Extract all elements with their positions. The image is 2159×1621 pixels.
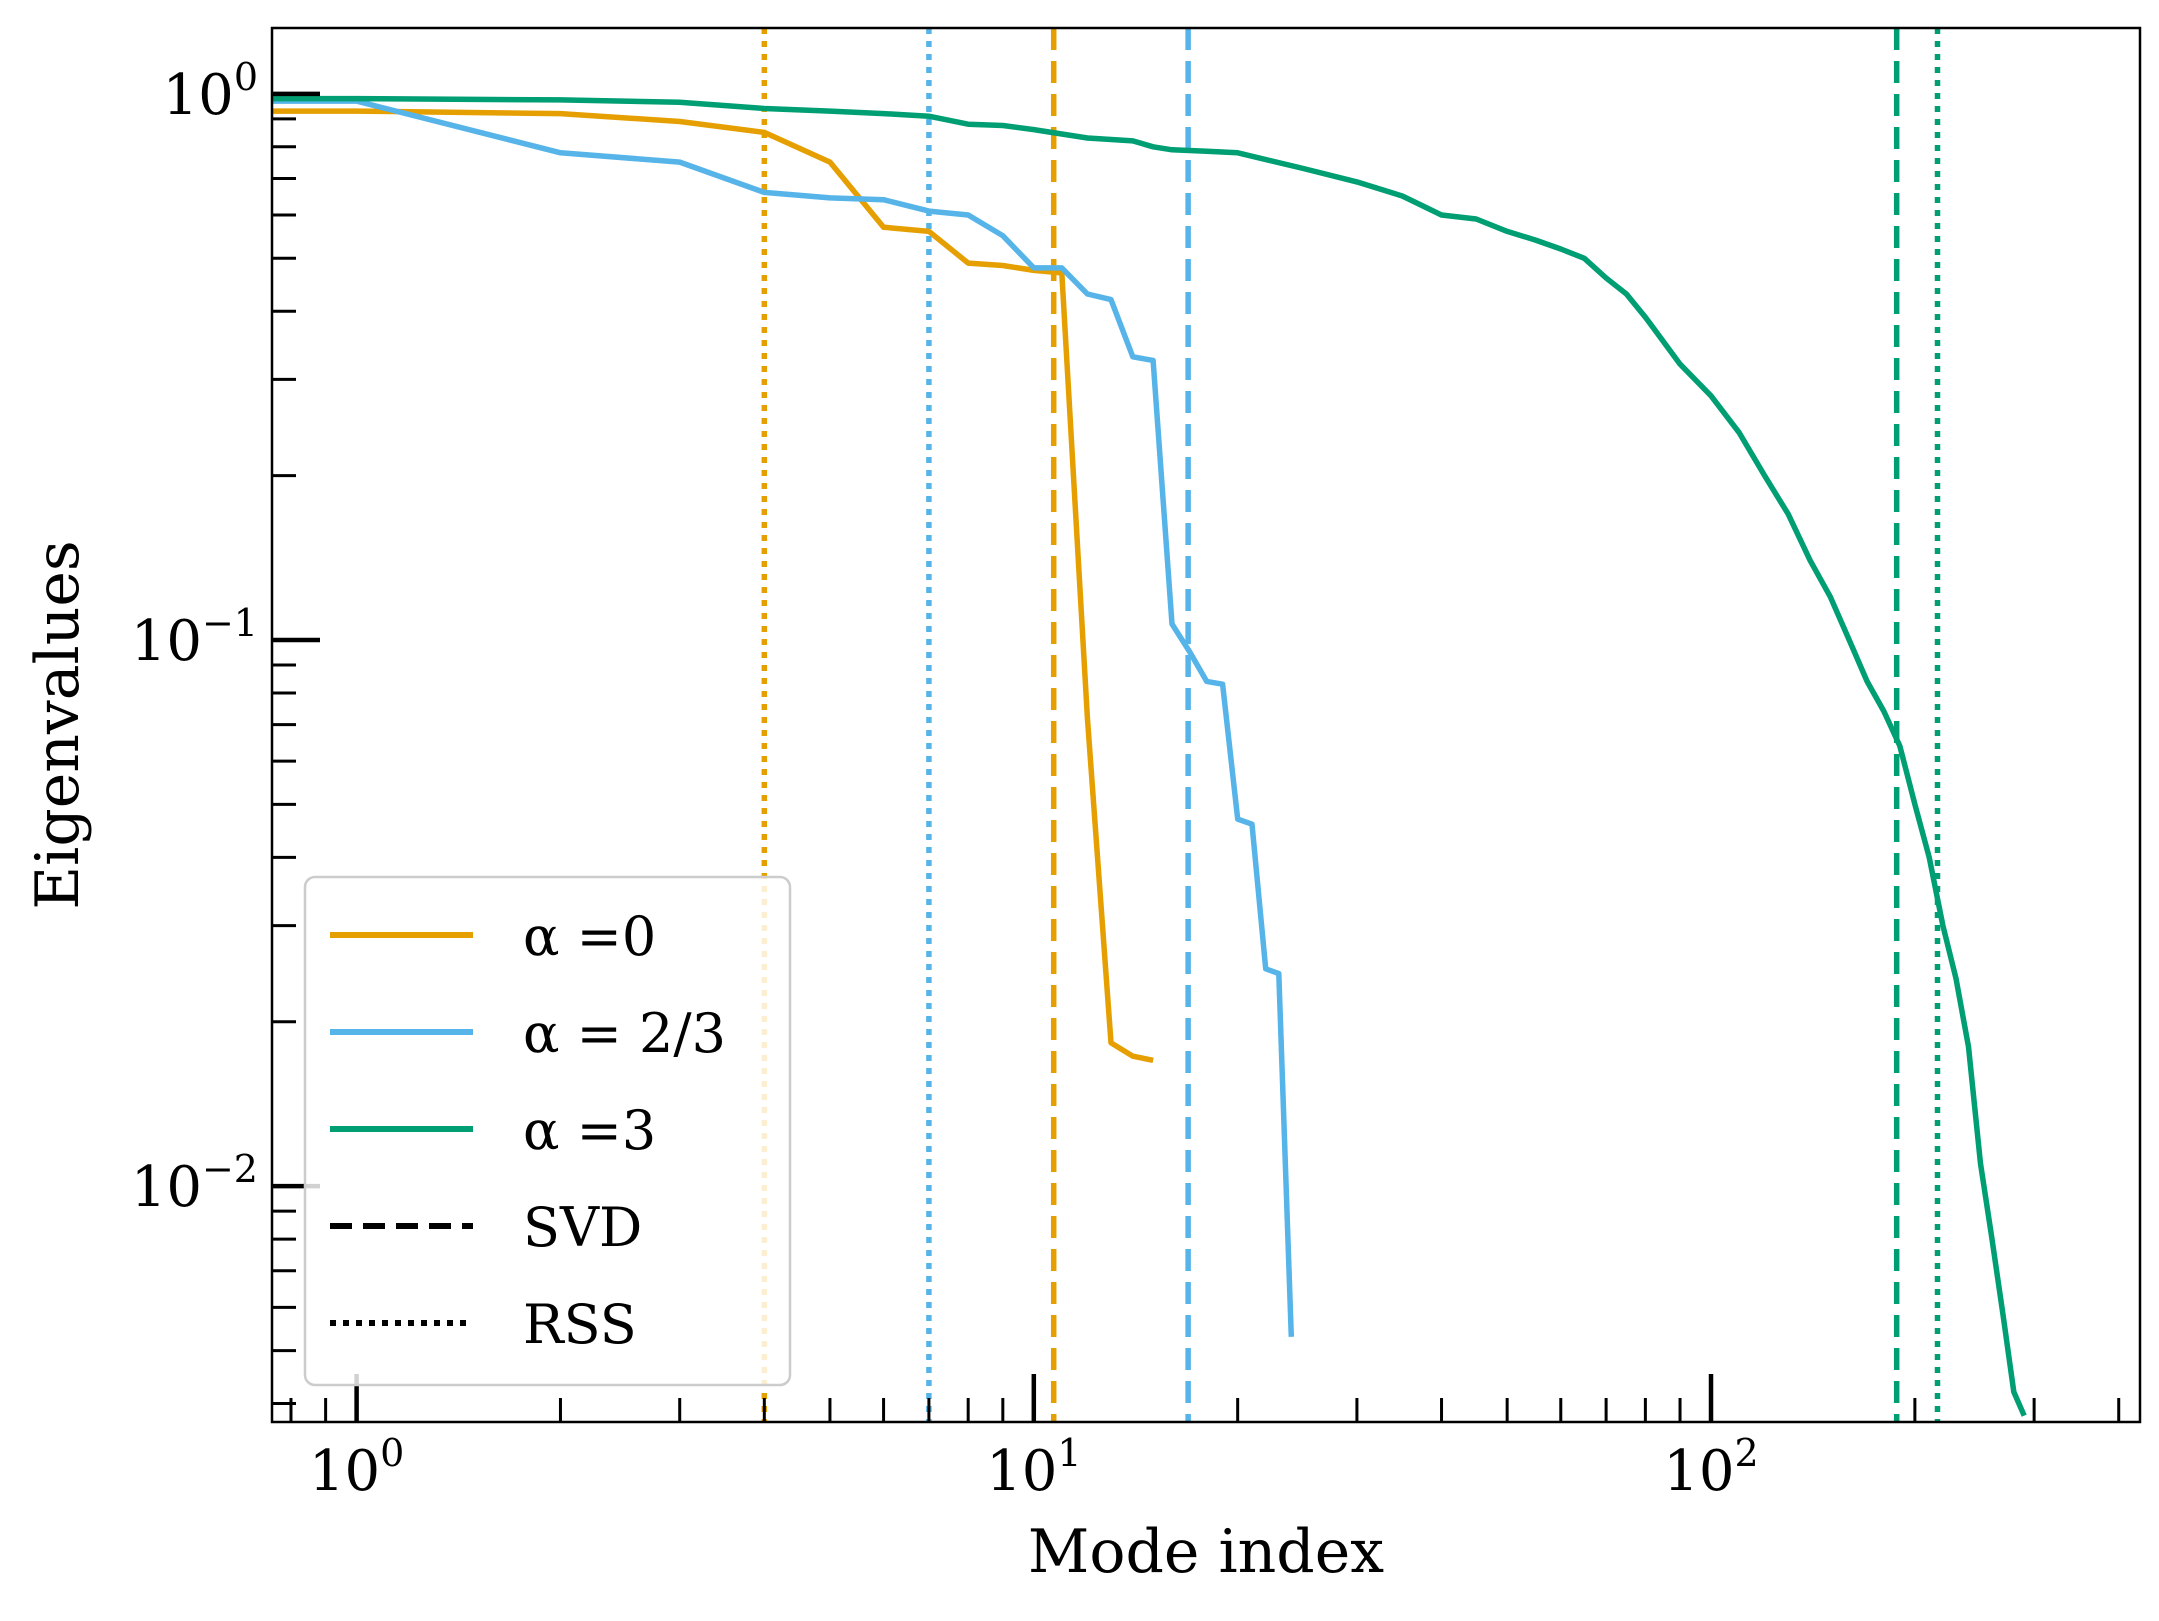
- legend-label-2: α =3: [523, 1099, 656, 1162]
- x-tick-label: 100: [309, 1431, 404, 1504]
- legend-label-0: α =0: [523, 905, 656, 968]
- legend-box: [303, 875, 792, 1387]
- y-tick-label: 10−1: [131, 601, 258, 674]
- x-tick-label: 101: [986, 1431, 1081, 1504]
- legend-label-3: SVD: [523, 1196, 642, 1259]
- legend-label-1: α = 2/3: [523, 1002, 726, 1065]
- legend: α =0 α = 2/3 α =3 SVD RSS: [303, 875, 792, 1387]
- y-tick-label: 100: [163, 55, 258, 128]
- series-line-0: [272, 108, 1154, 1063]
- x-tick-label: 102: [1663, 1431, 1758, 1504]
- tick-labels: 100 101 102 100 10−1 10−2: [131, 55, 1759, 1504]
- y-tick-label: 10−2: [131, 1147, 258, 1220]
- series-line-2: [272, 95, 2027, 1417]
- legend-label-4: RSS: [523, 1293, 637, 1356]
- plot-frame: [270, 26, 2142, 1424]
- series-line-1: [272, 98, 1295, 1337]
- series-lines: [272, 95, 2027, 1417]
- y-axis-label: Eigenvalues: [23, 540, 93, 909]
- x-axis-label: Mode index: [1028, 1517, 1384, 1587]
